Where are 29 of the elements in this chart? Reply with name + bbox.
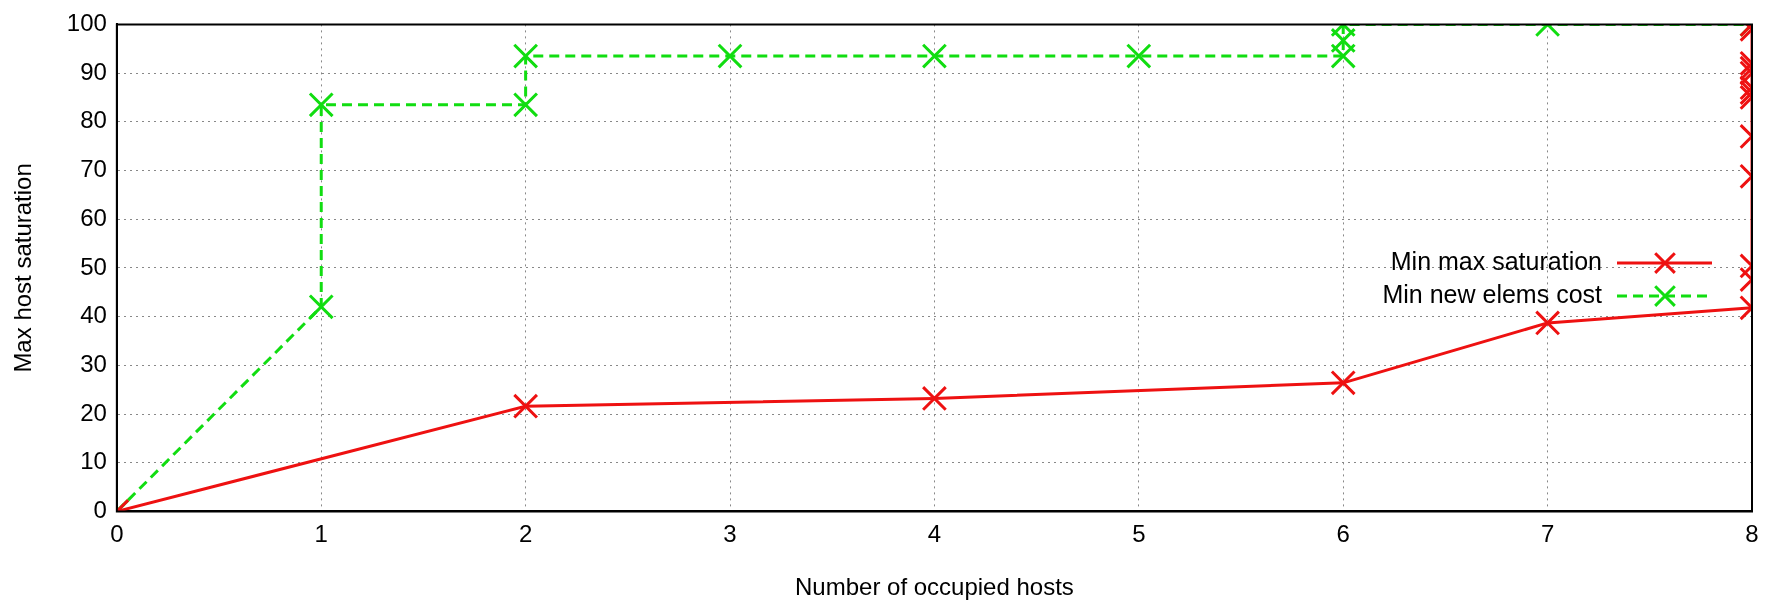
y-tick-label: 50 — [80, 252, 107, 280]
legend-label: Min new elems cost — [1382, 279, 1603, 308]
x-tick-label: 3 — [723, 520, 737, 548]
y-tick-label: 100 — [66, 9, 107, 37]
point — [308, 91, 335, 118]
x-tick-label: 0 — [110, 520, 124, 548]
y-tick-label: 30 — [80, 349, 107, 377]
point — [512, 43, 539, 69]
y-tick-label: 80 — [80, 106, 107, 134]
x-axis-title: Number of occupied hosts — [795, 573, 1074, 601]
x-tick-label: 6 — [1336, 520, 1350, 548]
point — [512, 91, 539, 118]
y-tick-label: 20 — [80, 398, 107, 426]
y-tick-label: 70 — [80, 155, 107, 183]
y-tick-label: 10 — [80, 447, 107, 475]
y-tick-label: 0 — [93, 496, 107, 524]
y-tick-label: 40 — [80, 301, 107, 329]
y-tick-label: 60 — [80, 203, 107, 231]
point — [717, 43, 743, 69]
x-tick-label: 2 — [518, 520, 533, 548]
x-tick-label: 1 — [314, 520, 328, 548]
y-axis-title: Max host saturation — [9, 163, 37, 373]
x-tick-label: 4 — [927, 520, 942, 548]
point — [308, 294, 335, 320]
legend-label: Min max saturation — [1390, 246, 1602, 275]
y-tick-label: 90 — [80, 57, 107, 85]
x-tick-label: 7 — [1540, 520, 1555, 548]
x-tick-label: 5 — [1132, 520, 1146, 548]
x-tick-label: 8 — [1745, 520, 1759, 548]
